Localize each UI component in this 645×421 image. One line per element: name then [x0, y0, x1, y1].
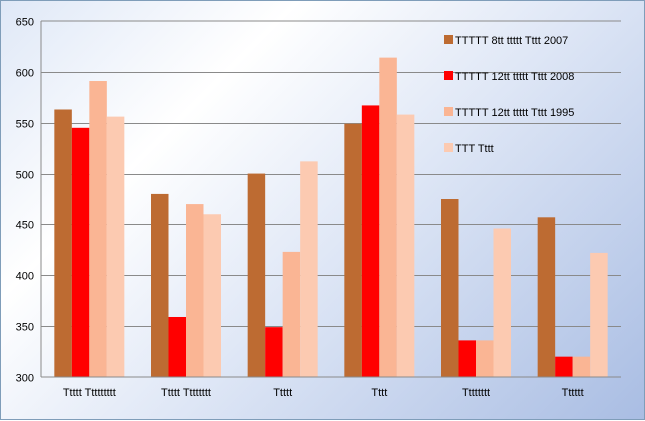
legend-swatch [444, 71, 453, 80]
legend: TTTTT 8tt ttttt Tttt 2007 TTTTT 12tt tttt… [444, 35, 574, 155]
bar [537, 217, 556, 377]
bar [555, 356, 573, 377]
bar [476, 340, 494, 377]
bar [106, 116, 125, 378]
bar [186, 204, 204, 377]
bar [282, 251, 301, 377]
x-tick-labels: Ttttt Ttttttttt Ttttt Tttttttt Ttttt Tttt Tt… [63, 387, 584, 399]
legend-label: TTT Tttt [455, 143, 494, 155]
x-tick-label: Ttttt [273, 387, 292, 399]
bar [361, 105, 380, 378]
legend-swatch [444, 107, 453, 116]
bars [54, 57, 608, 378]
y-tick-label: 550 [16, 119, 34, 131]
x-tick-label: Tttttttt [462, 387, 490, 399]
bar [396, 114, 415, 377]
bar [590, 252, 608, 377]
bar [54, 109, 72, 378]
y-tick-label: 400 [16, 271, 34, 283]
y-tick-labels: 300 350 400 450 500 550 600 650 [16, 17, 34, 385]
bar [168, 316, 186, 377]
y-tick-label: 650 [16, 17, 34, 29]
bar [265, 327, 283, 377]
x-tick-label: Tttt [371, 387, 387, 399]
bar [441, 199, 459, 377]
legend-label: TTTTT 8tt ttttt Tttt 2007 [455, 35, 568, 47]
gridlines [41, 72, 621, 327]
legend-label: TTTTT 12tt ttttt Tttt 2008 [455, 71, 574, 83]
legend-swatch [444, 143, 453, 152]
bar [71, 127, 90, 377]
y-tick-label: 500 [16, 170, 34, 182]
x-tick-label: Tttttt [562, 387, 584, 399]
bar [247, 173, 266, 377]
legend-swatch [444, 35, 453, 44]
bar [572, 356, 591, 377]
bar [151, 193, 169, 377]
bar [300, 161, 318, 377]
y-tick-label: 300 [16, 373, 34, 385]
y-tick-label: 450 [16, 220, 34, 232]
x-tick-label: Ttttt Ttttttttt [63, 387, 116, 399]
bar [458, 340, 476, 377]
bar [203, 214, 221, 377]
x-tick-label: Ttttt Tttttttt [161, 387, 211, 399]
bar [89, 81, 107, 378]
bar [344, 123, 362, 377]
bar [493, 228, 511, 377]
legend-label: TTTTT 12tt ttttt Tttt 1995 [455, 107, 574, 119]
y-tick-label: 350 [16, 322, 34, 334]
bar [379, 57, 397, 378]
y-tick-label: 600 [16, 68, 34, 80]
